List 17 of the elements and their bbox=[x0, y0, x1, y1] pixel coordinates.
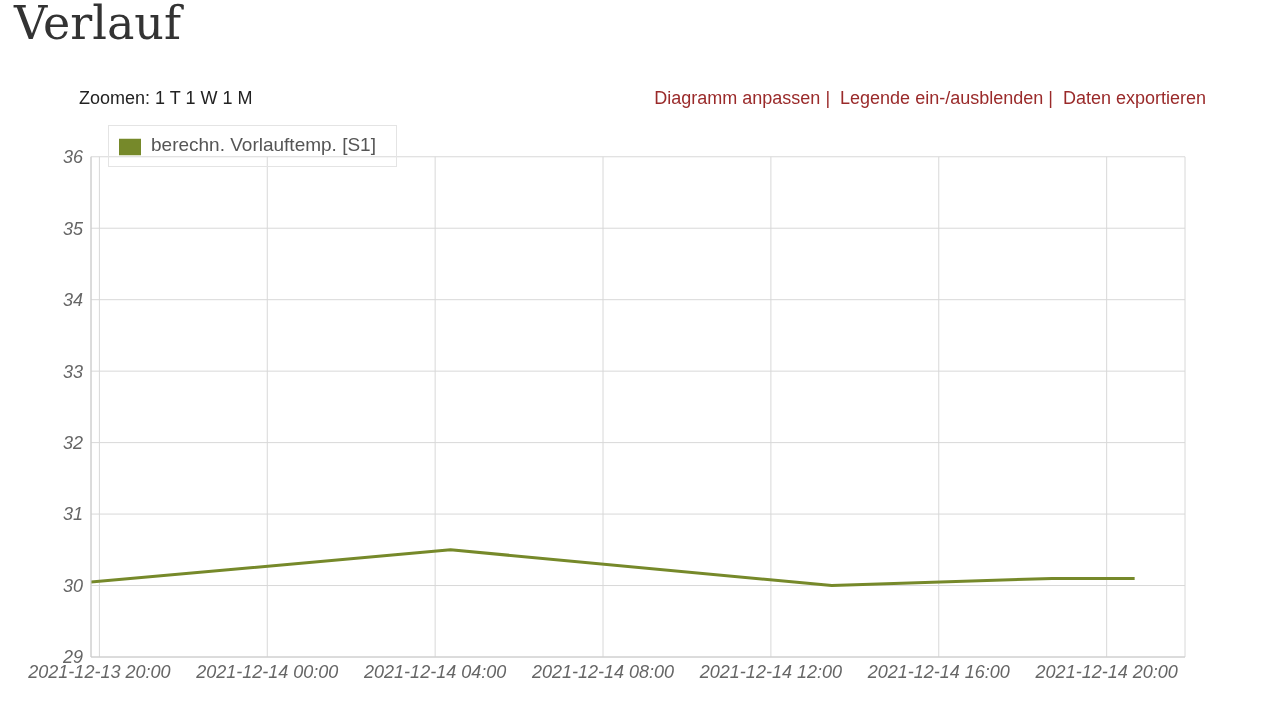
y-tick-label: 32 bbox=[62, 433, 83, 453]
y-tick-label: 33 bbox=[62, 361, 83, 382]
x-tick-label: 2021-12-14 16:00 bbox=[866, 661, 1010, 682]
x-tick-label: 2021-12-14 04:00 bbox=[363, 661, 507, 682]
x-tick-label: 2021-12-14 12:00 bbox=[698, 661, 842, 682]
line-series bbox=[91, 548, 1137, 588]
legend-label: berechn. Vorlauftemp. [S1] bbox=[151, 134, 376, 155]
text: Zoomen: 1 T 1 W 1 M bbox=[79, 88, 253, 109]
y-tick-label: 34 bbox=[62, 290, 83, 311]
y-tick-label: 30 bbox=[62, 575, 83, 596]
text: Diagramm anpassen | Legende ein-/ausblenden | Daten exportieren bbox=[654, 88, 1206, 109]
x-tick-label: 2021-12-14 08:00 bbox=[530, 661, 675, 682]
x-tick-label: 2021-12-14 00:00 bbox=[195, 661, 339, 682]
y-tick-label: 35 bbox=[62, 218, 84, 239]
y-tick-label: 36 bbox=[62, 147, 84, 168]
y-tick-label: 31 bbox=[62, 504, 83, 525]
x-tick-label: 2021-12-14 20:00 bbox=[1034, 661, 1178, 682]
